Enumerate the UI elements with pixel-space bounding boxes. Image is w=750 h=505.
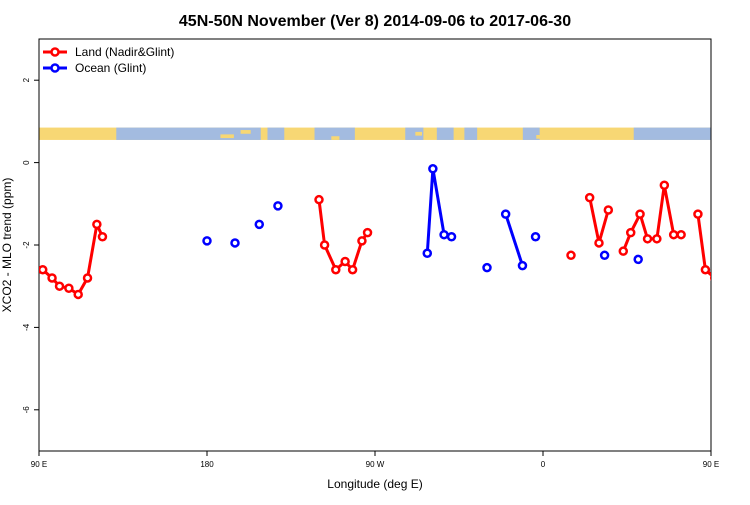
y-tick-label: -6 bbox=[22, 406, 31, 414]
y-axis-label: XCO2 - MLO trend (ppm) bbox=[0, 178, 14, 313]
data-point bbox=[340, 256, 350, 267]
data-point bbox=[97, 232, 108, 242]
map-ocean bbox=[405, 127, 424, 140]
map-ocean bbox=[314, 127, 355, 140]
series-line bbox=[425, 167, 452, 254]
data-point bbox=[319, 240, 330, 250]
data-point bbox=[633, 254, 643, 265]
data-point bbox=[737, 291, 744, 298]
data-point bbox=[530, 232, 541, 242]
data-point bbox=[584, 192, 595, 203]
data-point bbox=[709, 275, 711, 281]
map-land bbox=[220, 134, 234, 139]
data-point bbox=[73, 289, 83, 300]
series-land bbox=[39, 180, 744, 300]
map-ocean bbox=[633, 127, 711, 140]
data-point bbox=[254, 219, 265, 230]
data-point bbox=[625, 227, 636, 238]
data-point bbox=[668, 229, 679, 240]
map-land bbox=[240, 130, 251, 134]
data-point bbox=[446, 232, 457, 242]
data-point bbox=[566, 250, 576, 261]
legend: Land (Nadir&Glint) Ocean (Glint) bbox=[43, 45, 174, 75]
legend-marker bbox=[50, 63, 60, 73]
chart-title: 45N-50N November (Ver 8) 2014-09-06 to 2… bbox=[179, 13, 571, 30]
x-tick-label: 90 E bbox=[31, 460, 47, 469]
map-land bbox=[536, 134, 543, 139]
data-point bbox=[92, 219, 102, 230]
series-line bbox=[696, 213, 711, 277]
y-tick-label: 2 bbox=[22, 77, 31, 82]
world-map-strip bbox=[39, 127, 711, 140]
data-point bbox=[230, 238, 240, 248]
x-tick-label: 90 E bbox=[703, 460, 719, 469]
series-layer bbox=[39, 164, 744, 300]
legend-label: Land (Nadir&Glint) bbox=[75, 45, 174, 59]
map-ocean bbox=[464, 127, 478, 140]
data-point bbox=[428, 164, 438, 174]
series-line bbox=[588, 197, 610, 245]
data-point bbox=[54, 281, 65, 291]
data-point bbox=[422, 248, 433, 258]
data-point bbox=[82, 273, 93, 283]
x-tick-label: 90 W bbox=[366, 460, 385, 469]
series-line bbox=[621, 183, 682, 252]
data-point bbox=[676, 229, 686, 240]
data-point bbox=[652, 234, 662, 244]
plot-frame bbox=[38, 38, 712, 452]
data-point bbox=[517, 260, 528, 271]
data-point bbox=[728, 285, 735, 292]
data-point bbox=[64, 283, 74, 294]
legend-label: Ocean (Glint) bbox=[75, 61, 146, 75]
data-point bbox=[500, 209, 511, 219]
x-axis: 90 E 180 90 W 0 90 E bbox=[31, 451, 719, 469]
data-point bbox=[347, 264, 358, 275]
map-ocean bbox=[436, 127, 454, 140]
data-point bbox=[599, 250, 610, 261]
y-tick-label: -4 bbox=[22, 323, 31, 331]
y-tick-label: -2 bbox=[22, 241, 31, 249]
y-axis: 2 0 -2 -4 -6 bbox=[22, 77, 39, 413]
map-ocean bbox=[522, 127, 540, 140]
data-point bbox=[700, 264, 711, 275]
map-land bbox=[415, 131, 423, 136]
data-point bbox=[482, 262, 492, 273]
data-point bbox=[642, 234, 653, 244]
data-point bbox=[202, 236, 212, 246]
x-tick-label: 0 bbox=[541, 460, 546, 469]
data-point bbox=[314, 194, 324, 205]
series-line bbox=[41, 222, 104, 296]
legend-marker bbox=[50, 47, 60, 57]
data-point bbox=[273, 201, 283, 211]
x-tick-label: 180 bbox=[200, 460, 214, 469]
map-land bbox=[331, 136, 340, 140]
data-point bbox=[635, 209, 645, 219]
data-point bbox=[594, 238, 604, 248]
x-axis-label: Longitude (deg E) bbox=[327, 477, 422, 491]
data-point bbox=[39, 264, 48, 275]
data-point bbox=[357, 236, 367, 246]
data-point bbox=[439, 229, 449, 240]
map-ocean bbox=[116, 127, 261, 140]
data-point bbox=[693, 209, 703, 219]
series-line bbox=[504, 213, 524, 267]
data-point bbox=[659, 180, 670, 191]
map-ocean bbox=[267, 127, 285, 140]
data-point bbox=[719, 283, 726, 290]
data-point bbox=[603, 205, 614, 215]
data-point bbox=[47, 273, 57, 283]
data-point bbox=[618, 246, 629, 256]
data-point bbox=[362, 227, 373, 238]
data-point bbox=[331, 264, 341, 275]
y-tick-label: 0 bbox=[22, 160, 31, 165]
series-ocean bbox=[202, 164, 643, 273]
